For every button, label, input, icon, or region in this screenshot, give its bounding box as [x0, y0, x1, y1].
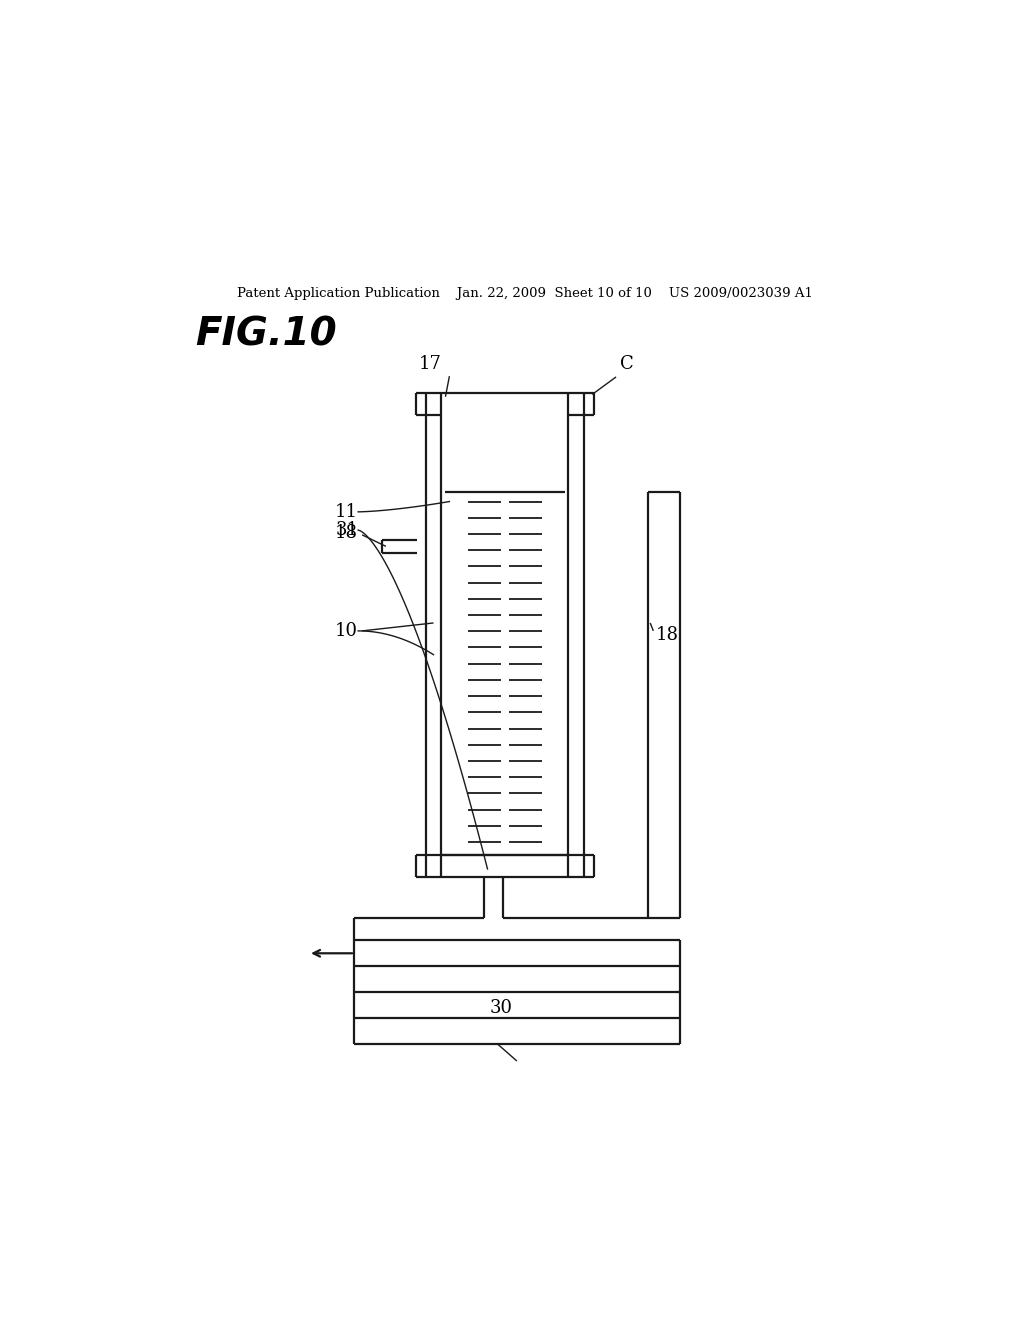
- Text: 17: 17: [419, 355, 441, 374]
- Text: 11: 11: [335, 503, 358, 521]
- Text: FIG.10: FIG.10: [196, 315, 337, 354]
- Text: Patent Application Publication    Jan. 22, 2009  Sheet 10 of 10    US 2009/00230: Patent Application Publication Jan. 22, …: [237, 288, 813, 300]
- Text: 31: 31: [335, 521, 358, 539]
- Text: 18: 18: [655, 626, 679, 644]
- Text: C: C: [620, 355, 634, 374]
- Text: 10: 10: [335, 622, 358, 640]
- Text: 18: 18: [335, 524, 358, 543]
- Text: 30: 30: [489, 999, 512, 1018]
